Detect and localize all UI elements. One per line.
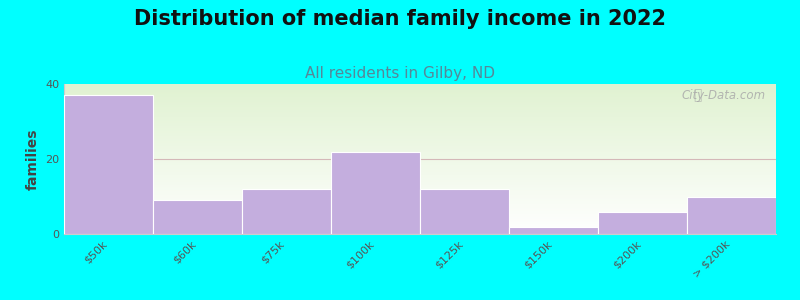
- Text: Distribution of median family income in 2022: Distribution of median family income in …: [134, 9, 666, 29]
- Text: All residents in Gilby, ND: All residents in Gilby, ND: [305, 66, 495, 81]
- Bar: [242, 189, 331, 234]
- Bar: [331, 152, 420, 234]
- Text: ⦿: ⦿: [693, 88, 702, 103]
- Bar: [687, 196, 776, 234]
- Bar: [420, 189, 509, 234]
- Bar: [153, 200, 242, 234]
- Bar: [598, 212, 687, 234]
- Y-axis label: families: families: [26, 128, 39, 190]
- Bar: [64, 95, 153, 234]
- Text: City-Data.com: City-Data.com: [681, 88, 766, 101]
- Bar: [509, 226, 598, 234]
